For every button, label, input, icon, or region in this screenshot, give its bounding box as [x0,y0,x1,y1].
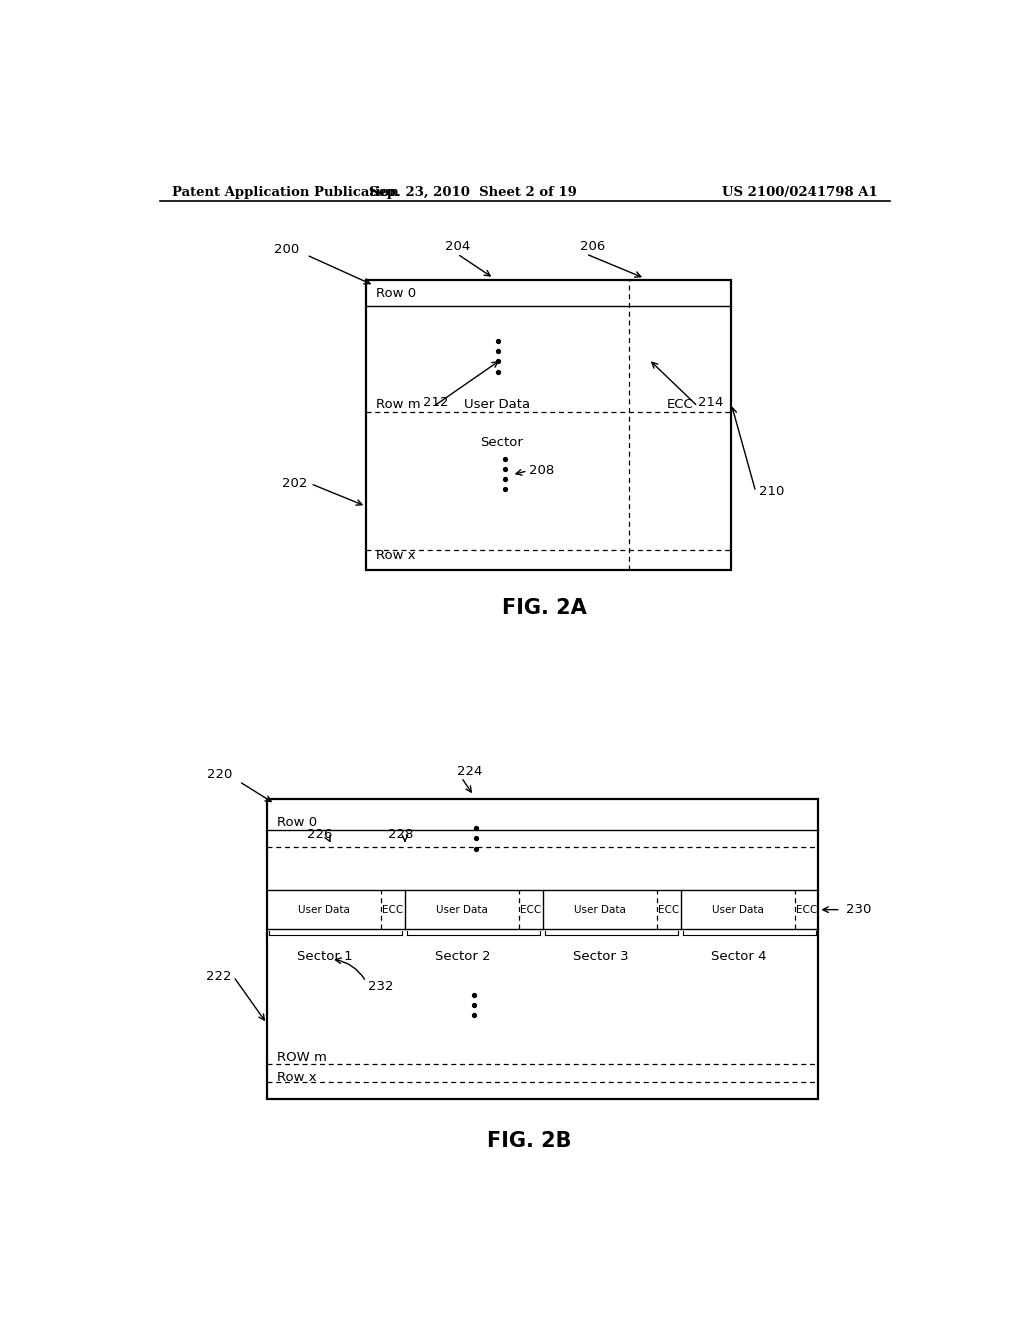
Text: 228: 228 [388,828,414,841]
Text: Row x: Row x [377,549,416,562]
Text: Sector 1: Sector 1 [297,949,352,962]
Text: User Data: User Data [712,904,764,915]
Text: Patent Application Publication: Patent Application Publication [172,186,398,199]
Bar [267,799,818,1098]
Text: ECC: ECC [658,904,680,915]
Text: ECC: ECC [520,904,542,915]
Text: 222: 222 [206,970,231,983]
Text: 208: 208 [529,465,554,478]
Text: FIG. 2A: FIG. 2A [502,598,587,618]
Text: 226: 226 [307,828,333,841]
Text: ECC: ECC [667,399,693,412]
Text: 214: 214 [697,396,723,409]
Text: 202: 202 [282,477,307,490]
Text: ROW m: ROW m [278,1051,327,1064]
Text: ECC: ECC [382,904,403,915]
Text: 204: 204 [444,240,470,253]
Text: 200: 200 [274,243,299,256]
Text: User Data: User Data [465,399,530,412]
Text: 210: 210 [759,486,784,498]
Text: US 2100/0241798 A1: US 2100/0241798 A1 [722,186,878,199]
Text: Row 0: Row 0 [278,816,317,829]
Text: Sector 3: Sector 3 [572,949,629,962]
Text: Row 0: Row 0 [377,286,417,300]
Text: Sector 4: Sector 4 [711,949,766,962]
Text: 230: 230 [846,903,871,916]
Bar [367,280,731,570]
Text: ECC: ECC [796,904,817,915]
Text: 232: 232 [369,981,394,993]
Text: FIG. 2B: FIG. 2B [486,1131,571,1151]
Text: Sector: Sector [480,436,523,449]
Text: Row m: Row m [377,399,421,412]
Text: Sector 2: Sector 2 [435,949,490,962]
Text: User Data: User Data [298,904,350,915]
Text: User Data: User Data [573,904,626,915]
Text: 224: 224 [457,764,482,777]
Text: Row x: Row x [278,1071,316,1084]
Text: User Data: User Data [436,904,487,915]
Text: 212: 212 [423,396,449,409]
Text: Sep. 23, 2010  Sheet 2 of 19: Sep. 23, 2010 Sheet 2 of 19 [370,186,578,199]
Text: 206: 206 [580,240,605,253]
Text: 220: 220 [208,768,232,781]
